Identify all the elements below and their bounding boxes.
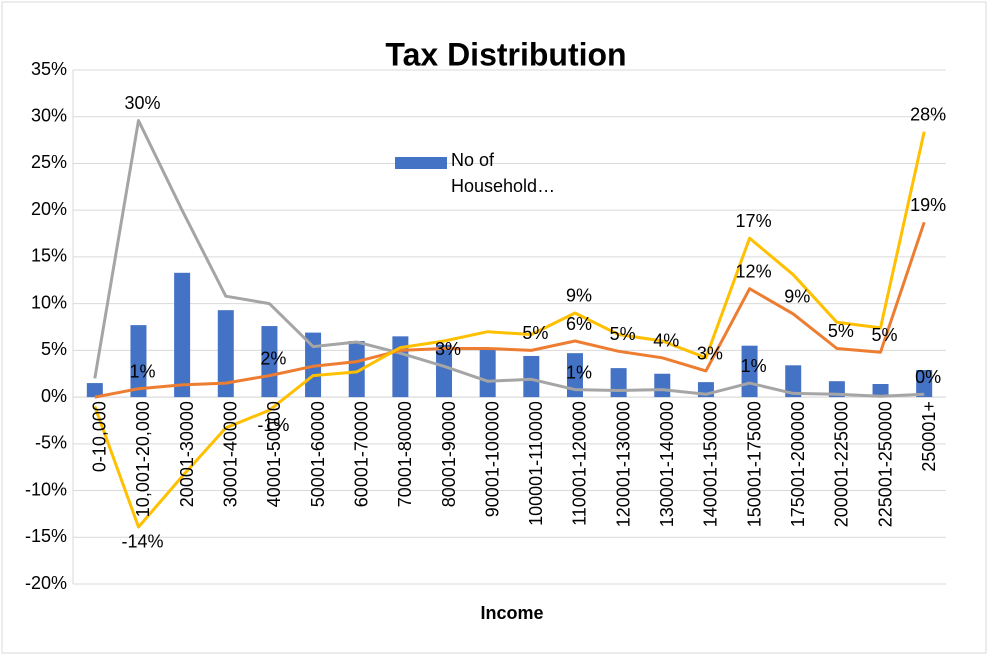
data-label: 3% [697, 344, 723, 364]
y-tick-label: 5% [41, 339, 67, 359]
x-tick-label: 70001-80000 [395, 401, 415, 507]
legend-box: No of Household… [451, 150, 556, 196]
x-tick-label: 130001-140000 [657, 401, 677, 527]
bar [130, 325, 147, 398]
y-tick-label: 15% [31, 246, 67, 266]
x-tick-label: 140001-150000 [701, 401, 721, 527]
y-tick-label: -10% [25, 479, 67, 499]
bar [654, 373, 671, 398]
y-tick-label: -20% [25, 573, 67, 593]
x-tick-label: 110001-120000 [570, 401, 590, 526]
x-tick-label: 120001-130000 [613, 401, 633, 527]
data-label: 6% [566, 314, 592, 334]
bar [174, 272, 191, 398]
data-label: -14% [121, 532, 163, 552]
bar [86, 383, 103, 398]
x-tick-label: 100001-110000 [526, 401, 546, 526]
data-label: 1% [129, 361, 155, 381]
bar [436, 344, 453, 398]
bar [785, 365, 802, 398]
bar [566, 353, 583, 398]
line-series [94, 221, 926, 399]
data-label: 9% [566, 286, 592, 306]
x-tick-label: 10,001-20,000 [133, 401, 153, 517]
data-label: 30% [124, 93, 160, 113]
data-label: 12% [736, 261, 772, 281]
x-tick-label: 225001-250000 [875, 401, 895, 527]
y-tick-label: 20% [31, 199, 67, 219]
data-label: 3% [435, 339, 461, 359]
data-label: 5% [610, 324, 636, 344]
y-tick-label: 30% [31, 105, 67, 125]
data-label: 4% [653, 331, 679, 351]
chart-title: Tax Distribution [385, 36, 626, 72]
data-label: -1% [257, 415, 289, 435]
bar [348, 341, 365, 398]
line-series [93, 119, 925, 398]
line-series [93, 131, 926, 529]
x-tick-label: 250001+ [919, 401, 939, 472]
data-label: 5% [872, 325, 898, 345]
legend-label: No of Household… [451, 150, 556, 196]
bar [261, 326, 278, 398]
x-tick-label: 80001-90000 [439, 401, 459, 507]
data-label: 1% [741, 356, 767, 376]
x-tick-label: 90001-100000 [482, 401, 502, 517]
x-tick-label: 30001-40000 [221, 401, 241, 507]
bar [479, 347, 496, 398]
x-tick-label: 150001-175000 [744, 401, 764, 527]
bar [916, 369, 933, 398]
x-tick-label: 40001-50000 [264, 401, 284, 507]
data-label: 28% [910, 104, 946, 124]
data-label: 5% [522, 323, 548, 343]
y-tick-label: -15% [25, 526, 67, 546]
data-label: 5% [828, 321, 854, 341]
x-tick-label: 20001-30000 [177, 401, 197, 507]
x-axis-title: Income [480, 603, 543, 623]
data-label: 1% [566, 362, 592, 382]
bar [872, 384, 889, 398]
x-tick-label: 50001-60000 [308, 401, 328, 507]
legend-swatch [395, 157, 447, 169]
data-label: 9% [784, 287, 810, 307]
data-label: 0% [915, 367, 941, 387]
x-tick-label: 175001-200000 [788, 401, 808, 527]
y-tick-label: 25% [31, 152, 67, 172]
bar [523, 355, 540, 398]
y-tick-label: 0% [41, 386, 67, 406]
y-tick-label: -5% [35, 433, 67, 453]
bar [610, 368, 627, 398]
x-tick-label: 60001-70000 [351, 401, 371, 507]
x-tick-label: 200001-225000 [832, 401, 852, 527]
y-tick-label: 35% [31, 59, 67, 79]
y-tick-label: 10% [31, 292, 67, 312]
data-label: 19% [910, 195, 946, 215]
data-label: 2% [260, 348, 286, 368]
bar [217, 310, 234, 398]
data-label: 17% [736, 211, 772, 231]
x-tick-label: 0-10,000 [90, 401, 110, 472]
